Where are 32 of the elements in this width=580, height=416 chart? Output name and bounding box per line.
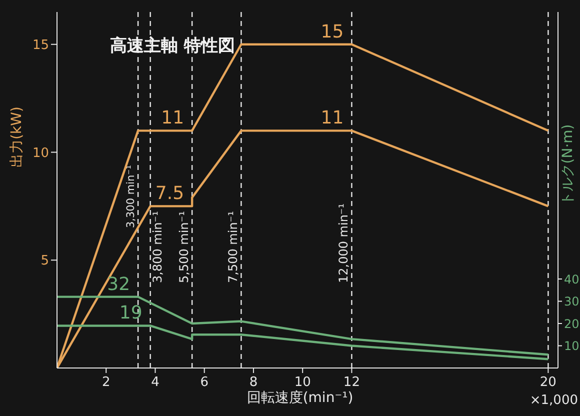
ref-line-label: 7,500 min⁻¹ <box>226 210 240 283</box>
x-tick-label: 20 <box>540 375 556 390</box>
x-axis-title: 回転速度(min⁻¹) <box>246 390 354 406</box>
x-tick-label: 6 <box>200 375 208 390</box>
x-tick-label: 10 <box>294 375 311 390</box>
text: 高速主軸 特性図 <box>110 35 235 57</box>
line-series <box>57 296 550 356</box>
text: ×1,000 <box>530 393 578 408</box>
line-series <box>57 324 550 360</box>
x-tick-label: 8 <box>249 375 258 390</box>
x-tick-label: 2 <box>102 375 110 390</box>
y-axis-title: 出力(kW) <box>8 106 26 168</box>
x-tick-label: 4 <box>151 375 160 390</box>
ref-line-label: 3,800 min⁻¹ <box>150 210 164 283</box>
data-label: 11 <box>161 108 184 129</box>
y2-tick-label: 40 <box>564 272 580 286</box>
ref-line-label: 5,500 min⁻¹ <box>177 210 192 283</box>
y2-tick-label: 20 <box>564 316 580 331</box>
y2-axis-title: トルク(N·m) <box>559 124 577 206</box>
y-tick-label: 10 <box>32 146 49 161</box>
data-label: 15 <box>320 21 344 42</box>
data-label: 19 <box>119 302 142 324</box>
y2-tick-label: 10 <box>564 339 580 354</box>
data-label: 7.5 <box>155 183 184 204</box>
y-tick-label: 15 <box>32 38 49 53</box>
ref-line-label: 3,300 min⁻¹ <box>125 165 138 228</box>
ref-line-label: 12,000 min⁻¹ <box>336 203 351 283</box>
data-label: 32 <box>107 274 130 295</box>
x-tick-label: 12 <box>343 375 360 390</box>
y-tick-label: 5 <box>40 254 49 269</box>
data-label: 11 <box>320 108 344 129</box>
y2-tick-label: 30 <box>564 294 580 309</box>
